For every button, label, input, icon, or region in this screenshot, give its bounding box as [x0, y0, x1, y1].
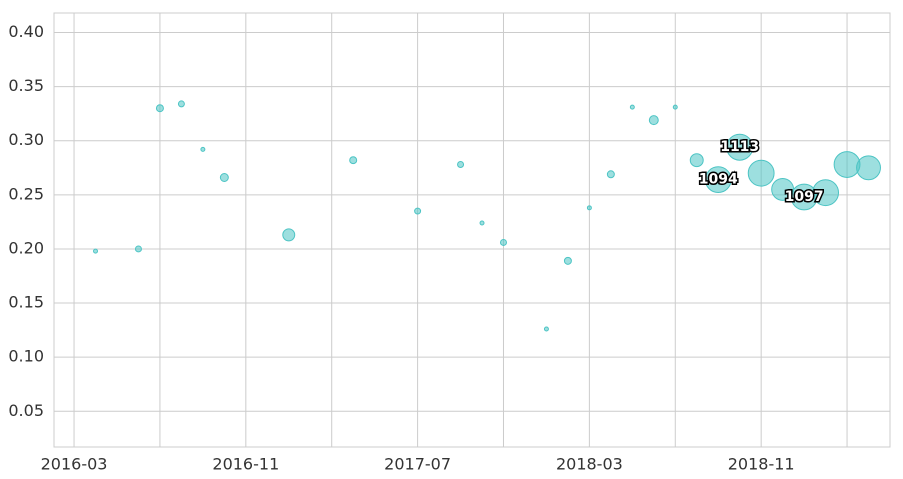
bubble	[457, 161, 465, 169]
bubble	[134, 245, 142, 253]
bubble	[282, 228, 296, 242]
bubble	[648, 115, 659, 126]
bubble	[543, 326, 549, 332]
bubble	[689, 153, 704, 168]
bubble	[629, 104, 635, 110]
bubble	[479, 220, 485, 226]
annotation: 1097	[785, 189, 824, 205]
bubble	[155, 104, 164, 113]
y-tick-label: 0.35	[8, 76, 44, 95]
annotation: 1113	[720, 139, 759, 155]
bubble	[833, 151, 861, 178]
y-tick-label: 0.15	[8, 293, 44, 312]
bubble	[219, 173, 229, 182]
x-tick-label: 2018-11	[728, 455, 795, 474]
y-tick-label: 0.40	[8, 22, 44, 41]
bubble	[726, 133, 754, 161]
bubble	[93, 248, 99, 254]
x-tick-label: 2017-07	[384, 455, 451, 474]
x-tick-label: 2018-03	[556, 455, 623, 474]
bubble	[856, 155, 881, 181]
bubble	[586, 205, 592, 211]
y-tick-label: 0.20	[8, 238, 44, 257]
y-tick-label: 0.25	[8, 184, 44, 203]
bubble	[200, 146, 206, 152]
bubble	[606, 170, 615, 179]
bubble	[704, 166, 732, 194]
annotation: 1094	[699, 172, 738, 188]
bubble	[747, 159, 775, 187]
y-tick-label: 0.10	[8, 347, 44, 366]
bubble	[500, 238, 507, 246]
bubble	[812, 179, 840, 207]
x-tick-label: 2016-03	[41, 455, 108, 474]
bubble	[177, 100, 185, 108]
y-tick-label: 0.05	[8, 401, 44, 420]
x-tick-label: 2016-11	[212, 455, 279, 474]
bubble	[672, 104, 678, 110]
bubble	[414, 207, 422, 215]
bubble	[563, 256, 572, 265]
y-tick-label: 0.30	[8, 130, 44, 149]
bubble	[349, 156, 358, 165]
plot-frame	[53, 12, 891, 448]
